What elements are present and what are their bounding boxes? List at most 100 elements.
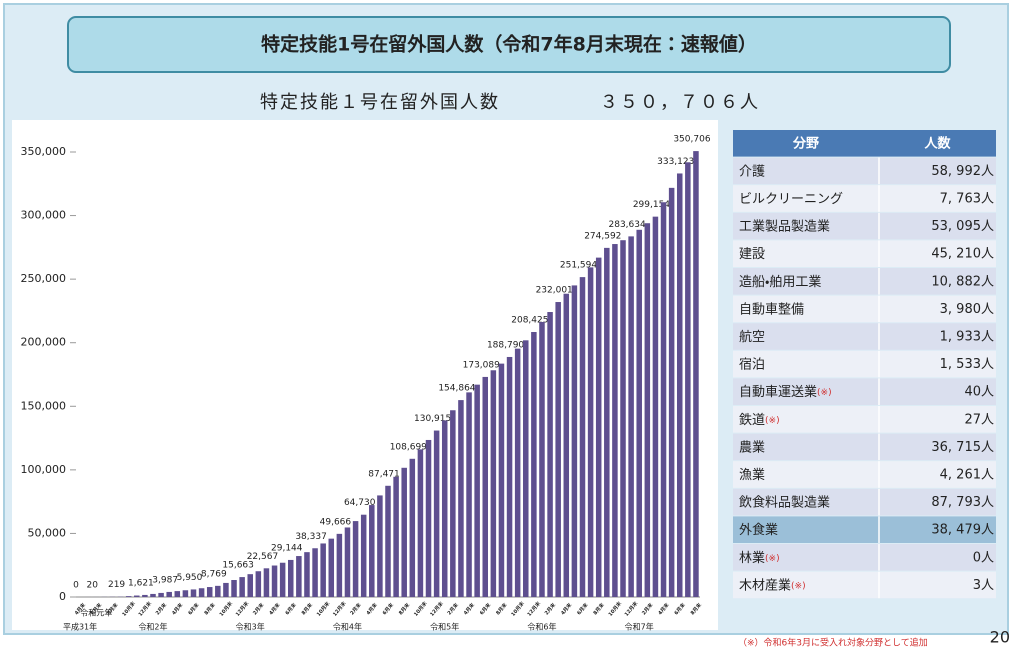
bar bbox=[693, 151, 699, 598]
table-field: 漁業 bbox=[739, 467, 765, 483]
table-field-name: 漁業 bbox=[739, 467, 765, 483]
value-label: 0 bbox=[73, 581, 79, 591]
bar bbox=[441, 420, 448, 597]
table-header-bg bbox=[733, 130, 996, 157]
table-row-bg bbox=[733, 268, 996, 295]
table-row-bg bbox=[733, 240, 996, 267]
bar bbox=[304, 552, 310, 597]
value-label: 333,123 bbox=[657, 157, 694, 167]
table-count: 53, 095人 bbox=[931, 219, 994, 234]
bar bbox=[425, 439, 432, 597]
bar bbox=[320, 543, 326, 597]
table-count: 3人 bbox=[973, 578, 994, 593]
table-field: 飲食料品製造業 bbox=[739, 494, 830, 510]
bar bbox=[409, 458, 416, 597]
footnote: （※）令和6年3月に受入れ対象分野として追加 bbox=[738, 637, 928, 649]
bar bbox=[458, 400, 464, 597]
table-row-bg bbox=[733, 295, 996, 323]
bar bbox=[279, 562, 286, 597]
y-tick-label: 350,000 bbox=[21, 145, 67, 158]
table-field: 航空 bbox=[739, 330, 765, 345]
bar bbox=[547, 312, 553, 597]
table-row-bg bbox=[733, 544, 996, 571]
value-label: 299,154 bbox=[633, 200, 670, 210]
value-label: 3,987 bbox=[152, 575, 178, 585]
bar bbox=[166, 591, 172, 597]
banner-title: 特定技能1号在留外国人数（令和7年8月末現在：速報値） bbox=[261, 33, 757, 56]
table-header: 人数 bbox=[923, 135, 951, 151]
table-count: 1, 533人 bbox=[940, 357, 994, 372]
table-count: 36, 715人 bbox=[931, 440, 994, 455]
table-field: 鉄道(※) bbox=[739, 412, 780, 427]
bar bbox=[514, 348, 521, 597]
bar bbox=[401, 467, 407, 597]
y-tick-label: 300,000 bbox=[21, 209, 67, 222]
bar bbox=[239, 577, 245, 597]
value-label: 22,567 bbox=[247, 552, 279, 562]
table-field-name: 鉄道 bbox=[739, 412, 765, 427]
table-count: 0人 bbox=[973, 550, 994, 565]
value-label: 274,592 bbox=[584, 231, 621, 241]
value-label: 173,089 bbox=[463, 360, 500, 370]
table-count: 4, 261人 bbox=[940, 468, 994, 483]
bar bbox=[206, 587, 213, 597]
year-label: 令和4年 bbox=[333, 622, 362, 632]
bar bbox=[466, 392, 472, 597]
bar bbox=[604, 247, 610, 597]
bar bbox=[595, 257, 602, 597]
table-field: 工業製品製造業 bbox=[739, 218, 830, 234]
table-field: 外食業 bbox=[739, 522, 778, 538]
bar bbox=[668, 187, 675, 597]
table-row-bg bbox=[733, 378, 996, 405]
table-count: 38, 479人 bbox=[931, 523, 994, 538]
bar bbox=[620, 240, 626, 597]
table-row-bg bbox=[733, 323, 996, 350]
table-field: 造船・舶用工業 bbox=[739, 273, 821, 289]
table-row-bg bbox=[733, 571, 996, 599]
bar bbox=[312, 548, 318, 597]
bar bbox=[474, 384, 480, 597]
year-label: 平成31年 bbox=[63, 622, 97, 632]
bar bbox=[652, 216, 659, 597]
bar bbox=[377, 495, 383, 597]
year-label: 令和2年 bbox=[138, 622, 167, 632]
y-tick-label: 50,000 bbox=[28, 526, 67, 539]
bar bbox=[579, 277, 586, 597]
bar bbox=[612, 244, 618, 597]
table-row-bg bbox=[733, 516, 996, 543]
bar bbox=[158, 592, 164, 597]
bar bbox=[150, 593, 156, 597]
value-label: 64,730 bbox=[344, 498, 376, 508]
table-row-bg bbox=[733, 157, 996, 185]
table-field-name: 木材産業 bbox=[739, 577, 791, 593]
table-field: 自動車整備 bbox=[739, 302, 804, 317]
bar bbox=[271, 565, 278, 597]
table-field-name: 介護 bbox=[739, 164, 765, 179]
table-count: 40人 bbox=[964, 385, 994, 400]
table-row-bg bbox=[733, 185, 996, 212]
bar bbox=[287, 559, 294, 597]
table-field-name: 宿泊 bbox=[739, 357, 765, 372]
value-label: 208,425 bbox=[511, 316, 548, 326]
table-field-note: (※) bbox=[765, 553, 780, 563]
table-field-name: 林業 bbox=[739, 549, 765, 565]
bar bbox=[555, 302, 561, 597]
bar bbox=[336, 533, 343, 597]
bar bbox=[660, 202, 667, 597]
year-label: 令和元年 bbox=[80, 608, 112, 618]
bar bbox=[490, 370, 497, 597]
summary-label: 特定技能１号在留外国人数 bbox=[260, 92, 500, 113]
bar bbox=[369, 505, 375, 597]
y-tick-label: 200,000 bbox=[21, 336, 67, 349]
bar bbox=[498, 363, 505, 597]
bar bbox=[328, 538, 335, 597]
bar bbox=[385, 485, 391, 597]
table-count: 27人 bbox=[964, 412, 994, 427]
bar bbox=[685, 162, 691, 598]
table-field-name: 工業製品製造業 bbox=[739, 218, 830, 234]
bar bbox=[417, 449, 424, 597]
table-field: 農業 bbox=[739, 439, 765, 455]
table-field-name: 建設 bbox=[739, 247, 765, 262]
value-label: 251,594 bbox=[560, 261, 597, 271]
